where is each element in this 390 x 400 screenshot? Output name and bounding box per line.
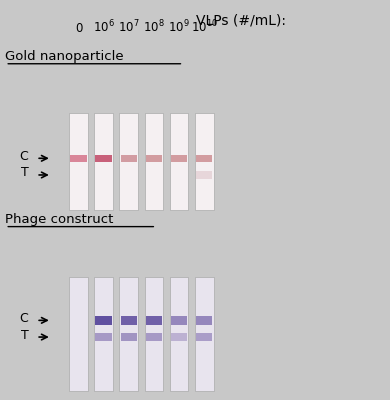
Text: 10$^9$: 10$^9$ bbox=[168, 18, 190, 35]
Bar bbox=[146, 316, 162, 325]
Text: 10$^6$: 10$^6$ bbox=[93, 18, 115, 35]
Text: 10$^8$: 10$^8$ bbox=[143, 18, 165, 35]
Text: C: C bbox=[20, 312, 28, 325]
Bar bbox=[119, 113, 138, 210]
Text: T: T bbox=[21, 328, 28, 342]
Bar bbox=[195, 278, 214, 391]
Bar bbox=[171, 334, 187, 341]
Bar bbox=[96, 316, 112, 325]
Bar bbox=[96, 334, 112, 341]
Bar bbox=[196, 334, 213, 341]
Bar bbox=[195, 113, 214, 210]
Text: 10$^{10}$: 10$^{10}$ bbox=[191, 18, 218, 35]
Bar bbox=[121, 316, 137, 325]
Bar bbox=[196, 171, 213, 178]
Bar bbox=[94, 278, 113, 391]
Bar bbox=[171, 155, 187, 162]
Bar bbox=[94, 113, 113, 210]
Bar bbox=[146, 334, 162, 341]
Text: VLPs (#/mL):: VLPs (#/mL): bbox=[197, 13, 287, 27]
Bar bbox=[145, 113, 163, 210]
Bar bbox=[146, 155, 162, 162]
Bar bbox=[196, 316, 213, 325]
Bar bbox=[96, 155, 112, 162]
Bar bbox=[69, 278, 88, 391]
Text: Gold nanoparticle: Gold nanoparticle bbox=[5, 50, 124, 63]
Bar bbox=[196, 155, 213, 162]
Bar bbox=[171, 316, 187, 325]
Text: 10$^7$: 10$^7$ bbox=[118, 18, 140, 35]
Bar bbox=[121, 155, 137, 162]
Bar bbox=[170, 278, 188, 391]
Text: C: C bbox=[20, 150, 28, 163]
Bar bbox=[145, 278, 163, 391]
Bar bbox=[170, 113, 188, 210]
Bar bbox=[121, 334, 137, 341]
Text: 0: 0 bbox=[75, 22, 82, 35]
Text: Phage construct: Phage construct bbox=[5, 213, 113, 226]
Bar bbox=[119, 278, 138, 391]
Bar bbox=[69, 113, 88, 210]
Text: T: T bbox=[21, 166, 28, 180]
Bar bbox=[70, 155, 87, 162]
